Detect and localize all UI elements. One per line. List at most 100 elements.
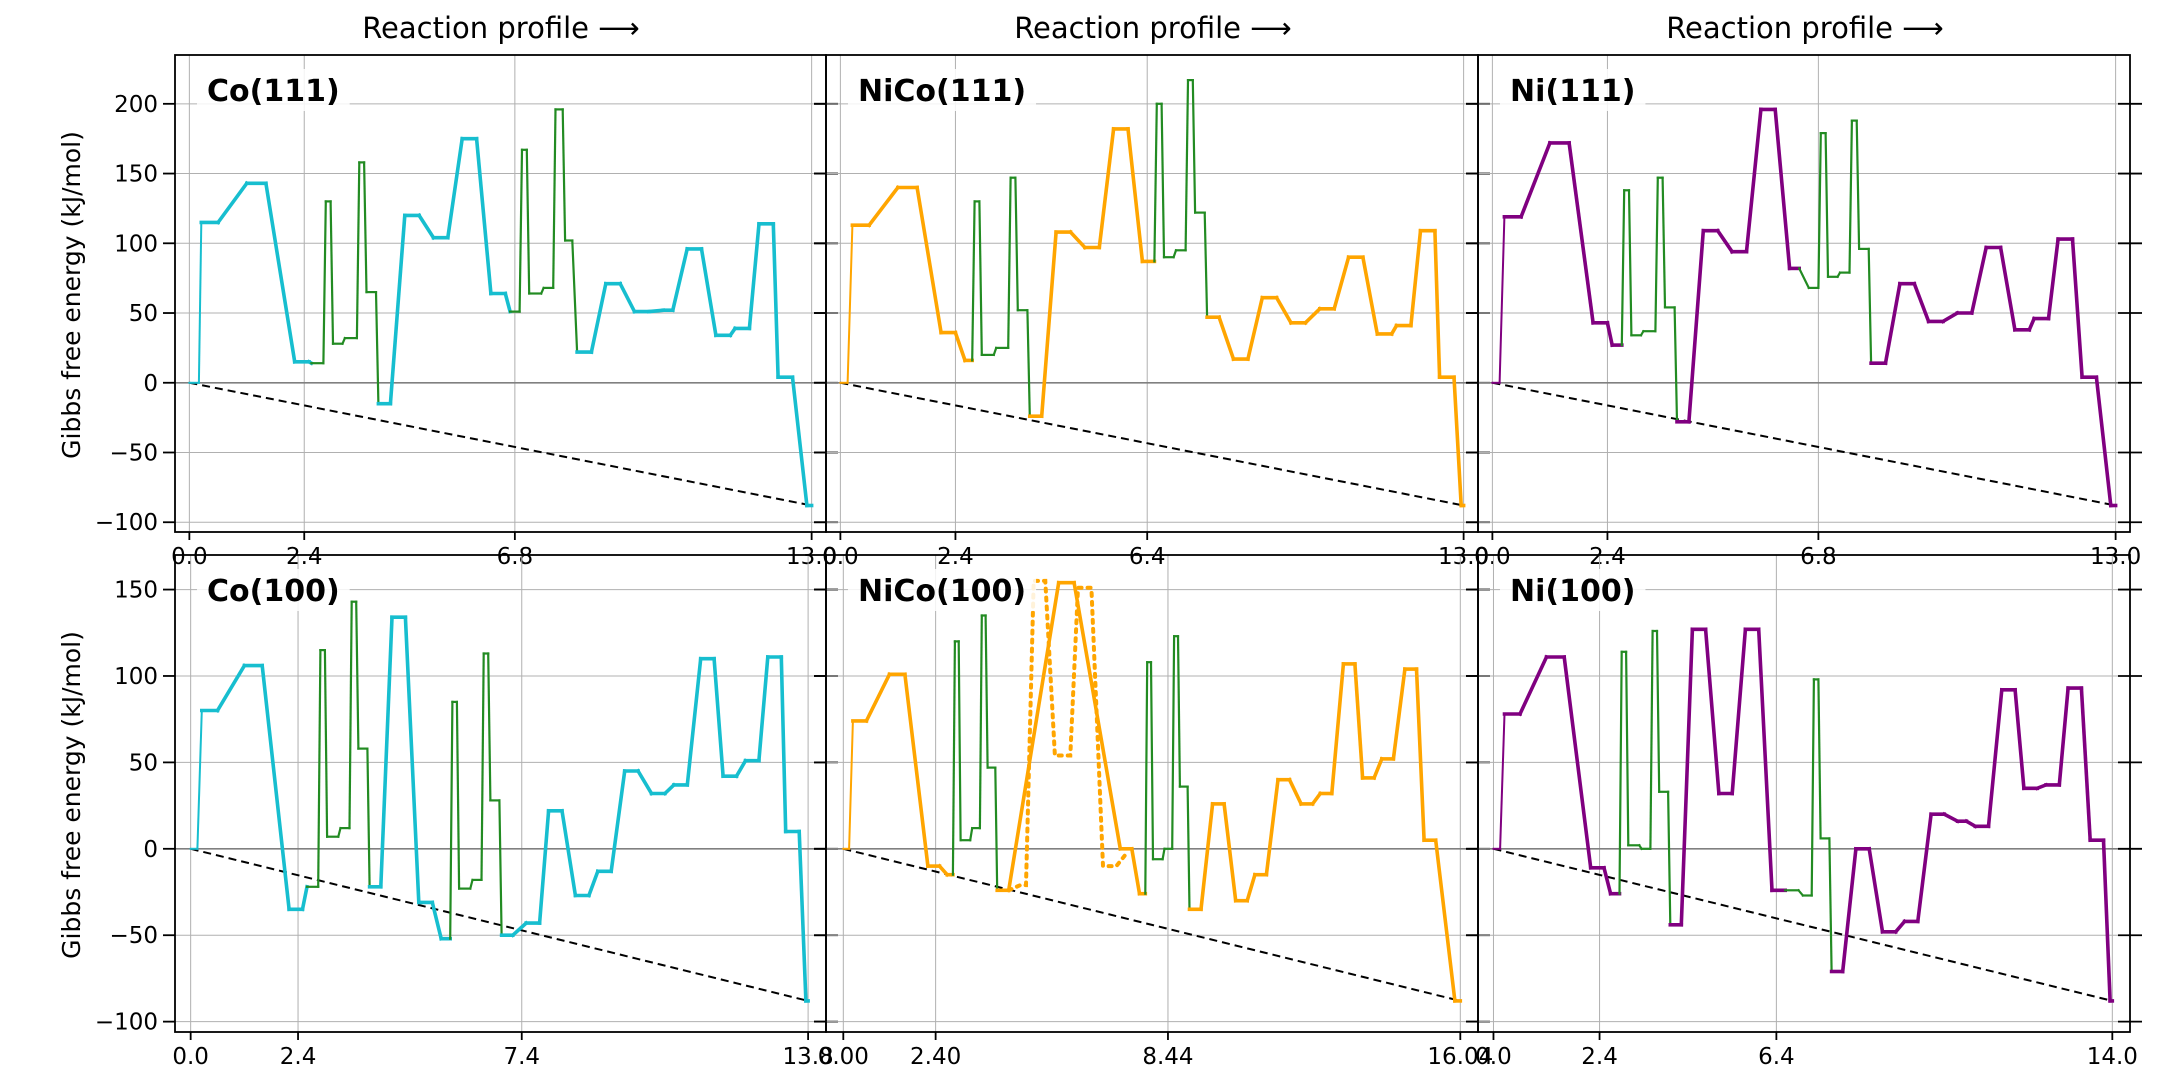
profile-segment bbox=[559, 808, 578, 898]
profile-segment bbox=[1703, 627, 1721, 796]
profile-segment bbox=[915, 185, 944, 335]
profile-segment bbox=[537, 808, 551, 926]
surface-step-segment bbox=[1176, 635, 1182, 788]
x-tick-label: 2.4 bbox=[937, 544, 974, 570]
profile-segment bbox=[1352, 661, 1365, 780]
profile-segment bbox=[2070, 237, 2085, 380]
surface-step-segment bbox=[468, 878, 474, 890]
profile-segment bbox=[1199, 801, 1215, 912]
profile-segment bbox=[2057, 686, 2071, 787]
profile-segment bbox=[734, 758, 748, 779]
profile-segment bbox=[1605, 320, 1615, 348]
surface-step-segment bbox=[449, 700, 454, 940]
surface-step-segment bbox=[1172, 248, 1178, 259]
y-tick-label: −50 bbox=[109, 441, 158, 467]
profile-segment bbox=[378, 615, 394, 889]
profile-segment bbox=[1006, 580, 1061, 893]
plot-area bbox=[842, 578, 1463, 1003]
surface-step-segment bbox=[329, 200, 335, 345]
profile-segment bbox=[1452, 375, 1464, 508]
axes-frame bbox=[825, 54, 1479, 533]
x-tick-label: 13.8 bbox=[782, 1044, 833, 1070]
surface-step-segment bbox=[1817, 678, 1822, 840]
profile-segment bbox=[2026, 316, 2037, 333]
profile-segment bbox=[646, 308, 666, 314]
surface-step-segment bbox=[971, 200, 976, 362]
reference-line bbox=[190, 847, 809, 1002]
profile-segment bbox=[1126, 126, 1145, 264]
surface-step-segment bbox=[1649, 629, 1654, 850]
profile-segment bbox=[1883, 281, 1902, 366]
surface-step-segment bbox=[525, 148, 531, 295]
profile-segment bbox=[635, 768, 654, 796]
surface-step-segment bbox=[366, 747, 371, 888]
x-tick-label: 13.0 bbox=[1438, 544, 1489, 570]
surface-step-segment bbox=[1203, 211, 1209, 319]
reference-line bbox=[189, 381, 812, 507]
profile-segment bbox=[953, 330, 968, 363]
x-tick-label: 2.4 bbox=[280, 1044, 317, 1070]
profile-segment bbox=[1940, 310, 1960, 324]
reference-line bbox=[1492, 381, 2116, 507]
panel-title: NiCo(100) bbox=[858, 574, 1026, 609]
x-tick-label: 0.0 bbox=[1475, 1044, 1512, 1070]
profile-segment bbox=[685, 656, 703, 787]
profile-segment bbox=[902, 672, 930, 869]
surface-step-segment bbox=[1797, 266, 1811, 290]
surface-step-segment bbox=[957, 640, 962, 842]
profile-segment bbox=[1867, 846, 1885, 934]
profile-segment bbox=[1517, 654, 1549, 717]
profile-segment bbox=[403, 615, 421, 905]
surface-step-segment bbox=[1171, 635, 1176, 850]
profile-segment bbox=[1408, 228, 1423, 328]
surface-step-segment bbox=[992, 346, 998, 357]
profile-segment bbox=[747, 221, 761, 331]
profile-segment bbox=[1072, 580, 1123, 851]
panel-title-box bbox=[848, 69, 1037, 111]
surface-step-segment bbox=[968, 826, 974, 842]
y-axis-label-top: Gibbs free energy (kJ/mol) bbox=[57, 131, 86, 459]
profile-segment bbox=[848, 719, 854, 850]
x-tick-label: 0.00 bbox=[818, 1044, 869, 1070]
profile-segment bbox=[1998, 245, 2017, 332]
profile-segment bbox=[1129, 846, 1142, 896]
surface-step-segment bbox=[1144, 661, 1149, 895]
panel-3: 0.0 2.4 6.8 13.0 Ni(111) bbox=[1466, 54, 2142, 570]
y-tick-label: 100 bbox=[114, 231, 158, 257]
y-tick-label: 150 bbox=[114, 162, 158, 188]
surface-step-segment bbox=[1026, 309, 1031, 418]
profile-segment bbox=[771, 221, 780, 380]
profile-segment bbox=[670, 246, 690, 313]
surface-step-segment bbox=[1149, 661, 1155, 861]
profile-segment bbox=[2094, 375, 2113, 508]
profile-segment bbox=[1840, 846, 1858, 974]
profile-segment bbox=[756, 655, 770, 763]
surface-step-segment bbox=[951, 640, 957, 876]
profile-segment bbox=[1498, 215, 1506, 384]
alternate-pathway bbox=[1006, 578, 1128, 893]
surface-step-segment bbox=[1867, 247, 1873, 365]
profile-segment bbox=[416, 212, 436, 241]
surface-step-segment bbox=[1810, 678, 1816, 897]
profile-segment bbox=[1264, 777, 1281, 877]
profile-segment bbox=[866, 184, 901, 228]
profile-segment bbox=[797, 829, 808, 1003]
profile-segment bbox=[510, 920, 529, 938]
y-tick-label: −100 bbox=[95, 1010, 158, 1036]
surface-step-segment bbox=[1673, 306, 1679, 423]
panel-title: Co(111) bbox=[207, 74, 340, 109]
x-tick-label: 2.4 bbox=[286, 544, 323, 570]
profile-segment bbox=[1986, 687, 2004, 829]
profile-segment bbox=[1744, 107, 1763, 254]
column-title-2: Reaction profile ⟶ bbox=[1014, 11, 1292, 45]
profile-segment bbox=[300, 884, 310, 912]
surface-step-segment bbox=[571, 239, 579, 354]
profile-segment bbox=[1601, 865, 1613, 896]
profile-segment bbox=[1756, 627, 1774, 893]
panel-title: Ni(111) bbox=[1510, 74, 1635, 109]
column-titles: Reaction profile ⟶ Reaction profile ⟶ Re… bbox=[362, 11, 1944, 45]
panel-5: 0.00 2.40 8.44 16.04 NiCo(100) bbox=[814, 554, 1493, 1070]
surface-step-segment bbox=[1824, 131, 1830, 278]
surface-step-segment bbox=[480, 652, 485, 882]
